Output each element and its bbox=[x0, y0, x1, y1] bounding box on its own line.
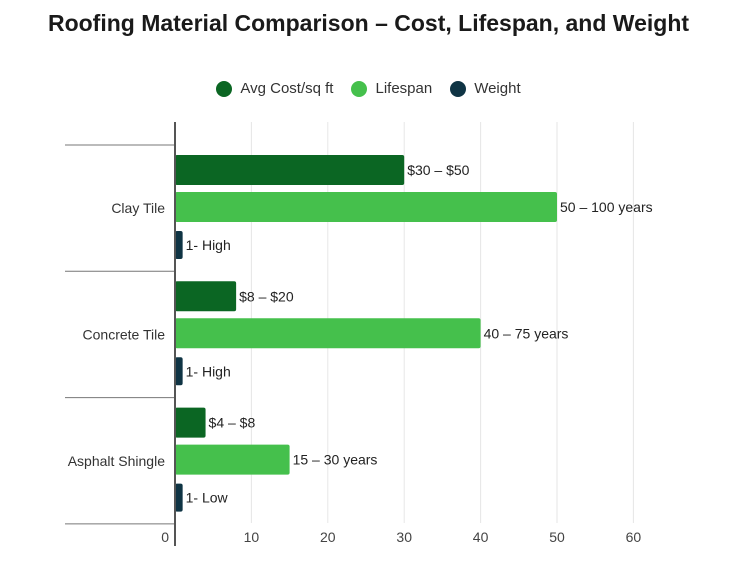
data-label-lifespan: 15 – 30 years bbox=[293, 452, 378, 468]
legend-swatch-weight bbox=[450, 80, 467, 97]
data-label-weight: 1- High bbox=[186, 363, 231, 379]
data-label-avg-cost: $8 – $20 bbox=[239, 288, 294, 304]
x-tick-label: 10 bbox=[244, 529, 260, 545]
legend-label-lifespan: Lifespan bbox=[375, 80, 433, 97]
data-label-avg-cost: $30 – $50 bbox=[407, 162, 469, 178]
data-label-avg-cost: $4 – $8 bbox=[209, 415, 256, 431]
data-label-weight: 1- High bbox=[186, 237, 231, 253]
bar-weight[interactable] bbox=[175, 231, 183, 259]
legend-item-avg-cost[interactable]: Avg Cost/sq ft bbox=[216, 80, 333, 97]
legend-item-lifespan[interactable]: Lifespan bbox=[351, 80, 432, 97]
category-label: Asphalt Shingle bbox=[68, 453, 166, 469]
bar-lifespan[interactable] bbox=[175, 444, 290, 475]
x-tick-label: 40 bbox=[473, 529, 489, 545]
bar-avg-cost[interactable] bbox=[175, 281, 237, 312]
category-label: Clay Tile bbox=[111, 200, 165, 216]
x-tick-label: 0 bbox=[161, 529, 169, 545]
legend-swatch-avg-cost bbox=[216, 80, 233, 97]
data-label-weight: 1- Low bbox=[186, 490, 229, 506]
legend-item-weight[interactable]: Weight bbox=[450, 80, 521, 97]
bar-weight[interactable] bbox=[175, 483, 183, 512]
bar-lifespan[interactable] bbox=[175, 318, 481, 349]
x-tick-label: 30 bbox=[396, 529, 412, 545]
x-tick-label: 20 bbox=[320, 529, 336, 545]
legend-label-weight: Weight bbox=[474, 80, 521, 97]
chart-title: Roofing Material Comparison – Cost, Life… bbox=[47, 10, 690, 36]
legend-label-avg-cost: Avg Cost/sq ft bbox=[240, 80, 334, 97]
x-tick-label: 60 bbox=[626, 529, 642, 545]
bar-avg-cost[interactable] bbox=[175, 155, 405, 185]
category-label: Concrete Tile bbox=[83, 326, 166, 342]
legend: Avg Cost/sq ft Lifespan Weight bbox=[0, 80, 737, 97]
bar-weight[interactable] bbox=[175, 357, 183, 386]
bar-avg-cost[interactable] bbox=[175, 407, 206, 438]
legend-swatch-lifespan bbox=[351, 80, 368, 97]
data-label-lifespan: 40 – 75 years bbox=[484, 325, 569, 341]
x-tick-label: 50 bbox=[549, 529, 565, 545]
bar-lifespan[interactable] bbox=[175, 192, 557, 222]
data-label-lifespan: 50 – 100 years bbox=[560, 199, 653, 215]
